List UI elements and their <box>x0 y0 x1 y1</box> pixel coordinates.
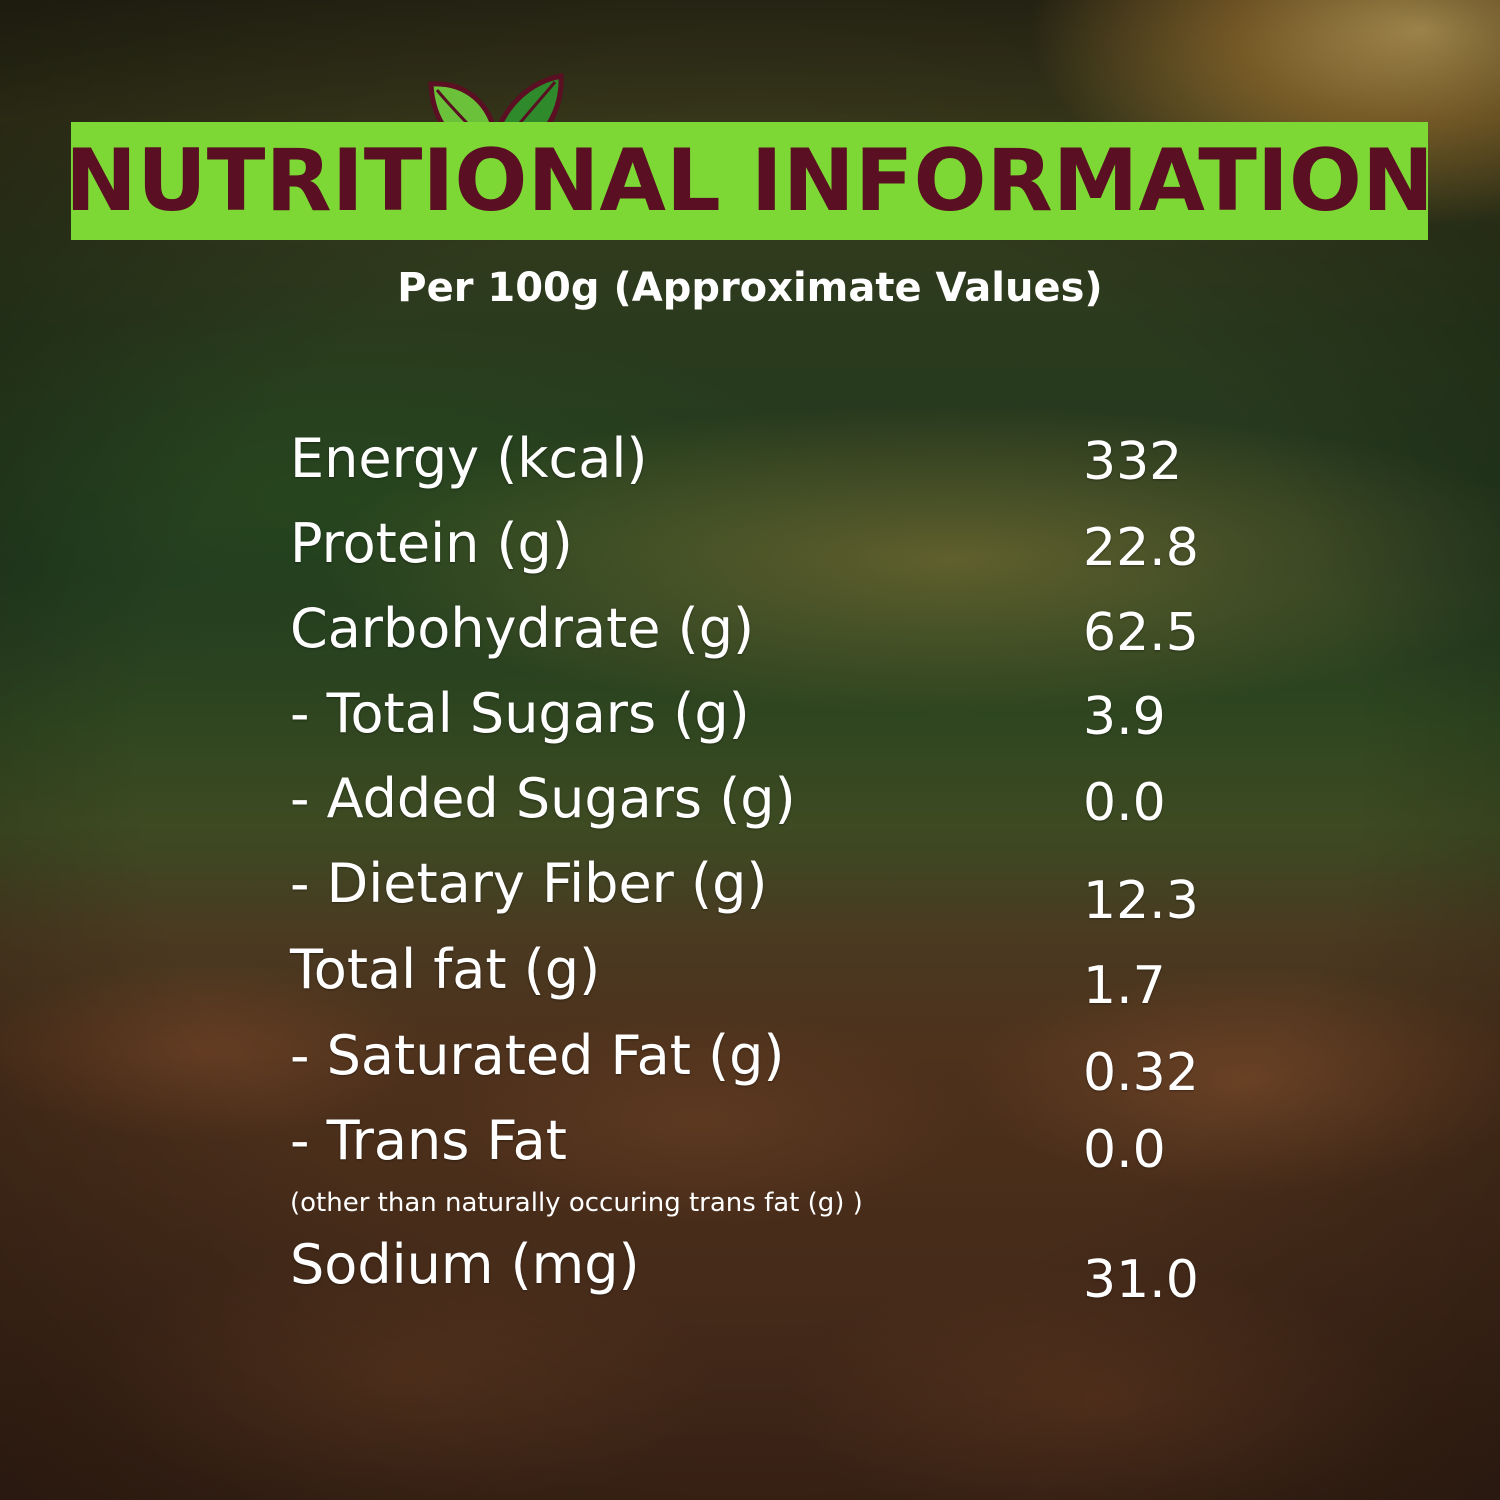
nutrient-label: Sodium (mg) <box>290 1233 640 1296</box>
page-title: NUTRITIONAL INFORMATION <box>65 131 1434 231</box>
nutrient-label: Protein (g) <box>290 512 573 575</box>
nutrient-label: - Trans Fat <box>290 1109 567 1172</box>
nutrient-label: - Dietary Fiber (g) <box>290 852 768 915</box>
nutrient-label: Total fat (g) <box>290 938 601 1001</box>
nutrient-label: Energy (kcal) <box>290 427 648 490</box>
nutrient-value: 332 <box>1083 432 1183 492</box>
nutrient-value: 12.3 <box>1083 871 1199 931</box>
nutrient-value: 0.0 <box>1083 773 1166 833</box>
nutrient-value: 1.7 <box>1083 956 1166 1016</box>
nutrient-value: 0.0 <box>1083 1120 1166 1180</box>
nutrient-label: - Total Sugars (g) <box>290 682 750 745</box>
page-subtitle: Per 100g (Approximate Values) <box>397 265 1103 311</box>
nutrient-label: - Added Sugars (g) <box>290 767 796 830</box>
nutrient-label: Carbohydrate (g) <box>290 597 755 660</box>
nutrient-value: 62.5 <box>1083 603 1199 663</box>
nutrient-value: 31.0 <box>1083 1250 1199 1310</box>
nutrient-value: 0.32 <box>1083 1043 1199 1103</box>
trans-fat-note: (other than naturally occuring trans fat… <box>290 1188 863 1218</box>
nutrient-label: - Saturated Fat (g) <box>290 1024 785 1087</box>
nutrient-value: 22.8 <box>1083 518 1199 578</box>
nutrient-value: 3.9 <box>1083 687 1166 747</box>
title-band: NUTRITIONAL INFORMATION <box>65 122 1434 240</box>
